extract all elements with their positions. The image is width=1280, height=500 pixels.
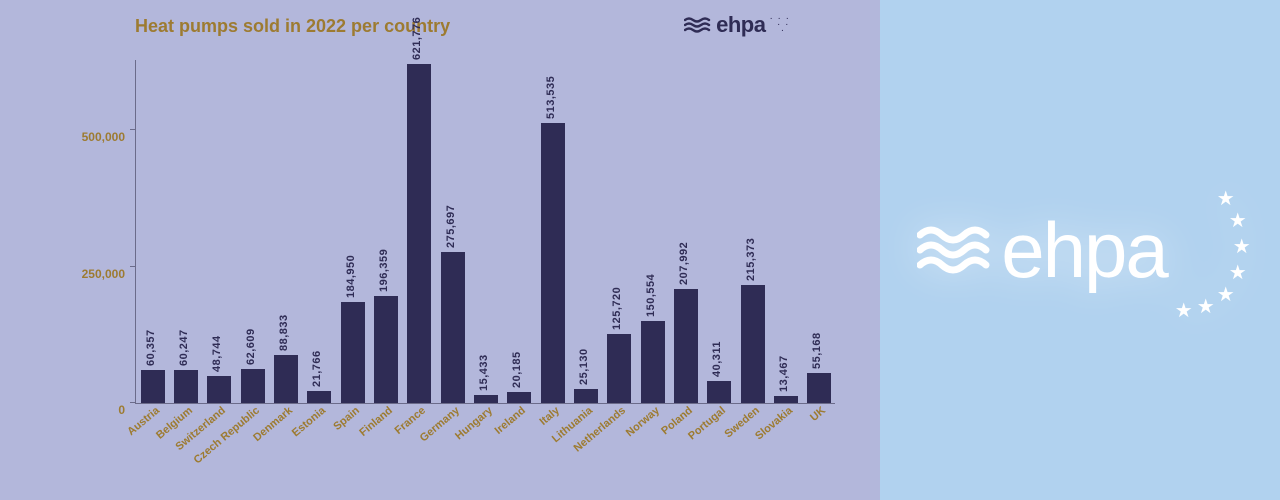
bar-value-label: 513,535 bbox=[545, 75, 557, 118]
y-axis-tick bbox=[130, 402, 136, 403]
bar-rect bbox=[174, 370, 198, 403]
chart-panel: Heat pumps sold in 2022 per country ehpa… bbox=[0, 0, 880, 500]
bar-value-label: 207,992 bbox=[678, 242, 690, 285]
bar-value-label: 21,766 bbox=[311, 350, 323, 387]
stars-icon: ★★★★★★★ bbox=[1163, 190, 1243, 310]
bar-value-label: 25,130 bbox=[578, 349, 590, 386]
logo-text: ehpa bbox=[716, 12, 765, 38]
star-icon: ★ bbox=[1197, 294, 1215, 319]
bar-rect bbox=[341, 302, 365, 403]
bar-rect bbox=[207, 376, 231, 403]
bar-value-label: 15,433 bbox=[478, 354, 490, 391]
bar: 513,535Italy bbox=[541, 59, 565, 403]
bar-rect bbox=[807, 373, 831, 403]
bar-rect bbox=[541, 123, 565, 403]
bar-rect bbox=[474, 395, 498, 403]
bar-value-label: 40,311 bbox=[711, 341, 723, 377]
bar: 15,433Hungary bbox=[474, 59, 498, 403]
waves-icon bbox=[684, 16, 712, 34]
logo-text: ehpa bbox=[1001, 211, 1167, 289]
bar-value-label: 60,247 bbox=[178, 329, 190, 366]
bar-value-label: 275,697 bbox=[445, 205, 457, 248]
bar: 215,373Sweden bbox=[741, 59, 765, 403]
bar-rect bbox=[674, 289, 698, 403]
bar-category-label: UK bbox=[808, 405, 828, 424]
bar: 21,766Estonia bbox=[307, 59, 331, 403]
ehpa-logo-large: ehpa ★★★★★★★ bbox=[917, 190, 1243, 310]
bar-rect bbox=[707, 381, 731, 403]
bar-value-label: 215,373 bbox=[745, 238, 757, 281]
bar-rect bbox=[741, 285, 765, 403]
bar-value-label: 125,720 bbox=[611, 287, 623, 330]
bar-rect bbox=[441, 252, 465, 403]
y-axis-tick-label: 250,000 bbox=[82, 267, 125, 281]
bar: 40,311Portugal bbox=[707, 59, 731, 403]
bar: 60,357Austria bbox=[141, 59, 165, 403]
bar-rect bbox=[374, 296, 398, 403]
side-panel: ehpa ★★★★★★★ bbox=[880, 0, 1280, 500]
bar-rect bbox=[407, 64, 431, 404]
bar: 13,467Slovakia bbox=[774, 59, 798, 403]
bar-value-label: 60,357 bbox=[145, 329, 157, 366]
bar-chart-plot: 0250,000500,00060,357Austria60,247Belgiu… bbox=[135, 60, 835, 404]
bar: 275,697Germany bbox=[441, 59, 465, 403]
bar-rect bbox=[607, 334, 631, 403]
bar-value-label: 13,467 bbox=[778, 355, 790, 392]
ehpa-logo-small: ehpa · · · · · · bbox=[684, 12, 790, 38]
bar-rect bbox=[141, 370, 165, 403]
bar-value-label: 150,554 bbox=[645, 274, 657, 317]
canvas: Heat pumps sold in 2022 per country ehpa… bbox=[0, 0, 1280, 500]
bar-rect bbox=[507, 392, 531, 403]
bar-value-label: 48,744 bbox=[211, 336, 223, 373]
bar-value-label: 88,833 bbox=[278, 314, 290, 351]
logo-dots-icon: · · · · · · bbox=[769, 16, 790, 34]
bar: 207,992Poland bbox=[674, 59, 698, 403]
bar-category-label: Norway bbox=[623, 405, 661, 440]
bar: 62,609Czech Republic bbox=[241, 59, 265, 403]
bar: 150,554Norway bbox=[641, 59, 665, 403]
y-axis-tick-label: 0 bbox=[118, 403, 125, 417]
star-icon: ★ bbox=[1233, 234, 1251, 259]
bar-category-label: Ireland bbox=[493, 405, 528, 437]
waves-icon bbox=[917, 223, 995, 277]
bar-category-label: Italy bbox=[537, 405, 562, 428]
star-icon: ★ bbox=[1229, 208, 1247, 233]
bar-value-label: 196,359 bbox=[378, 249, 390, 292]
bar-category-label: Estonia bbox=[290, 405, 328, 440]
bar-rect bbox=[774, 396, 798, 403]
bar-rect bbox=[307, 391, 331, 403]
bar: 621,776France bbox=[407, 59, 431, 403]
bar-rect bbox=[241, 369, 265, 403]
bar-rect bbox=[641, 321, 665, 403]
star-icon: ★ bbox=[1217, 282, 1235, 307]
bar-value-label: 62,609 bbox=[245, 328, 257, 365]
bar-category-label: Finland bbox=[357, 405, 395, 439]
bar: 196,359Finland bbox=[374, 59, 398, 403]
bar: 125,720Netherlands bbox=[607, 59, 631, 403]
star-icon: ★ bbox=[1175, 298, 1193, 323]
bar: 20,185Ireland bbox=[507, 59, 531, 403]
bar-value-label: 20,185 bbox=[511, 351, 523, 388]
bar: 48,744Switzerland bbox=[207, 59, 231, 403]
y-axis-tick bbox=[130, 129, 136, 130]
bar: 55,168UK bbox=[807, 59, 831, 403]
chart-title: Heat pumps sold in 2022 per country bbox=[135, 16, 450, 37]
bar: 184,950Spain bbox=[341, 59, 365, 403]
y-axis-tick-label: 500,000 bbox=[82, 130, 125, 144]
bar: 88,833Denmark bbox=[274, 59, 298, 403]
bar-value-label: 621,776 bbox=[411, 16, 423, 59]
bar: 25,130Lithuania bbox=[574, 59, 598, 403]
bar-value-label: 184,950 bbox=[345, 255, 357, 298]
bar-rect bbox=[274, 355, 298, 404]
bar-rect bbox=[574, 389, 598, 403]
y-axis-tick bbox=[130, 266, 136, 267]
bar: 60,247Belgium bbox=[174, 59, 198, 403]
bar-value-label: 55,168 bbox=[811, 332, 823, 369]
